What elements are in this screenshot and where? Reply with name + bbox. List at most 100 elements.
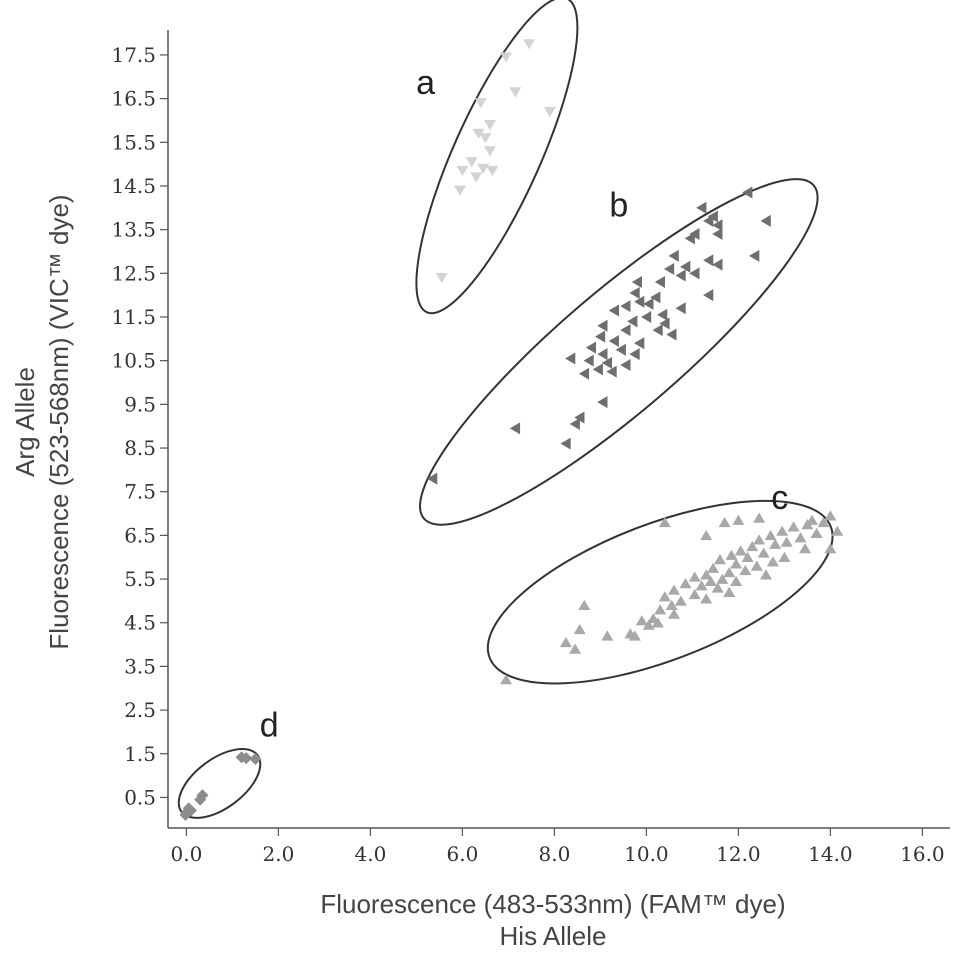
data-point-c	[674, 595, 687, 606]
data-point-b	[578, 367, 590, 380]
y-tick-label: 13.5	[111, 218, 156, 242]
data-point-b	[620, 324, 631, 337]
data-point-b	[680, 260, 691, 273]
data-point-a	[479, 133, 492, 144]
data-point-c	[780, 536, 793, 547]
data-point-b	[664, 262, 675, 275]
data-point-c	[651, 617, 664, 628]
data-point-b	[569, 418, 580, 430]
data-point-c	[573, 623, 586, 635]
data-point-c	[654, 604, 667, 615]
data-point-c	[741, 551, 754, 563]
data-point-b	[629, 286, 640, 299]
data-point-b	[742, 186, 753, 199]
data-point-c	[716, 573, 729, 584]
data-point-c	[704, 575, 717, 587]
data-point-b	[629, 348, 640, 361]
data-point-c	[569, 643, 582, 654]
x-tick-label: 6.0	[446, 842, 478, 866]
x-tick-label: 12.0	[716, 842, 761, 866]
data-point-c	[753, 512, 766, 523]
data-point-c	[679, 578, 692, 589]
data-point-a	[484, 120, 496, 131]
y-tick-label: 3.5	[124, 654, 156, 678]
data-point-a	[484, 146, 496, 157]
data-point-c	[668, 584, 680, 595]
data-point-c	[668, 608, 680, 619]
cluster-label-a: a	[416, 64, 435, 102]
data-point-b	[620, 359, 631, 372]
data-point-c	[658, 591, 671, 602]
data-point-b	[509, 422, 521, 435]
data-point-b	[560, 437, 571, 450]
data-point-c	[700, 529, 713, 541]
data-point-c	[601, 630, 614, 641]
cluster-label-b: b	[609, 187, 628, 225]
data-point-b	[712, 258, 723, 271]
data-point-c	[723, 586, 736, 597]
data-point-c	[766, 556, 779, 567]
data-point-b	[712, 228, 723, 241]
data-point-d	[194, 793, 207, 806]
data-point-c	[642, 619, 655, 630]
x-axis-title-line1: Fluorescence (483-533nm) (FAM™ dye)	[320, 889, 785, 919]
cluster-ellipse-b	[419, 178, 819, 526]
data-point-b	[608, 304, 619, 317]
data-point-c	[776, 525, 789, 536]
data-point-c	[732, 514, 745, 525]
x-tick-label: 2.0	[262, 842, 294, 866]
x-tick-label: 14.0	[808, 842, 853, 866]
data-point-b	[597, 348, 608, 361]
y-axis-title-line1: Arg Allele	[10, 367, 40, 477]
data-point-b	[666, 328, 677, 341]
data-point-b	[675, 302, 686, 315]
data-point-c	[746, 540, 759, 552]
data-point-c	[757, 547, 770, 558]
data-point-a	[435, 272, 448, 284]
data-point-b	[606, 365, 617, 378]
data-point-c	[730, 558, 743, 569]
y-tick-label: 2.5	[124, 698, 156, 722]
x-tick-label: 16.0	[900, 842, 945, 866]
data-point-d	[179, 808, 192, 821]
x-tick-label: 0.0	[170, 842, 202, 866]
data-point-b	[601, 356, 613, 369]
data-point-c	[718, 516, 731, 528]
data-point-b	[703, 289, 714, 302]
y-tick-label: 0.5	[124, 785, 156, 809]
data-point-c	[778, 551, 791, 563]
data-point-a	[543, 106, 556, 118]
y-tick-label: 10.5	[111, 349, 156, 373]
data-point-b	[760, 214, 771, 227]
points-layer	[179, 39, 844, 821]
cluster-ellipse-a	[415, 0, 579, 315]
y-tick-label: 1.5	[124, 742, 156, 766]
y-tick-label: 12.5	[111, 261, 156, 285]
data-point-c	[578, 599, 591, 611]
data-point-b	[668, 249, 679, 262]
data-point-b	[597, 396, 608, 409]
data-point-b	[592, 363, 603, 376]
cluster-label-d: d	[260, 706, 279, 744]
data-point-c	[688, 571, 701, 582]
data-point-b	[659, 317, 670, 330]
data-point-d	[235, 751, 248, 764]
data-point-c	[801, 519, 814, 530]
data-point-c	[824, 510, 837, 521]
data-point-a	[486, 165, 499, 177]
data-point-b	[583, 354, 594, 367]
data-point-c	[559, 636, 572, 648]
cluster-ellipse-c	[486, 499, 834, 685]
data-point-c	[753, 534, 766, 545]
y-tick-label: 17.5	[111, 43, 156, 67]
data-point-b	[634, 295, 645, 308]
data-point-c	[831, 525, 844, 536]
y-tick-label: 7.5	[124, 480, 156, 504]
data-point-b	[689, 267, 700, 280]
data-point-b	[654, 276, 665, 289]
data-point-b	[574, 411, 585, 424]
y-tick-label: 5.5	[124, 567, 156, 591]
data-point-c	[799, 543, 812, 554]
data-point-c	[628, 630, 641, 641]
